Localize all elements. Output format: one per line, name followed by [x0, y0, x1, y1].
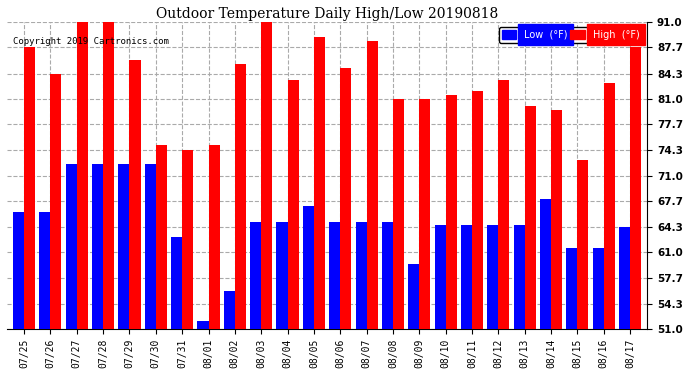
Bar [119, 164, 130, 329]
Bar [472, 91, 483, 329]
Bar [551, 110, 562, 329]
Bar [197, 321, 208, 329]
Bar [604, 84, 615, 329]
Bar [66, 164, 77, 329]
Bar [540, 198, 551, 329]
Bar [182, 150, 193, 329]
Bar [524, 106, 535, 329]
Bar [382, 222, 393, 329]
Bar [250, 222, 262, 329]
Bar [314, 38, 325, 329]
Bar [224, 291, 235, 329]
Bar [340, 68, 351, 329]
Bar [24, 47, 35, 329]
Bar [566, 248, 578, 329]
Bar [513, 225, 524, 329]
Bar [393, 99, 404, 329]
Bar [461, 225, 472, 329]
Bar [303, 206, 314, 329]
Bar [50, 74, 61, 329]
Bar [77, 22, 88, 329]
Bar [235, 64, 246, 329]
Bar [39, 212, 50, 329]
Title: Outdoor Temperature Daily High/Low 20190818: Outdoor Temperature Daily High/Low 20190… [156, 7, 498, 21]
Bar [262, 22, 273, 329]
Bar [408, 264, 420, 329]
Bar [420, 99, 431, 329]
Bar [103, 22, 114, 329]
Bar [329, 222, 340, 329]
Bar [145, 164, 156, 329]
Bar [277, 222, 288, 329]
Bar [630, 47, 641, 329]
Bar [498, 80, 509, 329]
Legend: Low  (°F), High  (°F): Low (°F), High (°F) [499, 27, 642, 43]
Bar [593, 248, 604, 329]
Bar [92, 164, 103, 329]
Bar [435, 225, 446, 329]
Bar [446, 95, 457, 329]
Bar [487, 225, 498, 329]
Bar [156, 145, 167, 329]
Bar [130, 60, 141, 329]
Bar [578, 160, 589, 329]
Bar [288, 80, 299, 329]
Bar [13, 212, 24, 329]
Bar [355, 222, 366, 329]
Bar [171, 237, 182, 329]
Bar [366, 41, 377, 329]
Bar [619, 227, 630, 329]
Bar [208, 145, 219, 329]
Text: Copyright 2019 Cartronics.com: Copyright 2019 Cartronics.com [13, 37, 169, 46]
